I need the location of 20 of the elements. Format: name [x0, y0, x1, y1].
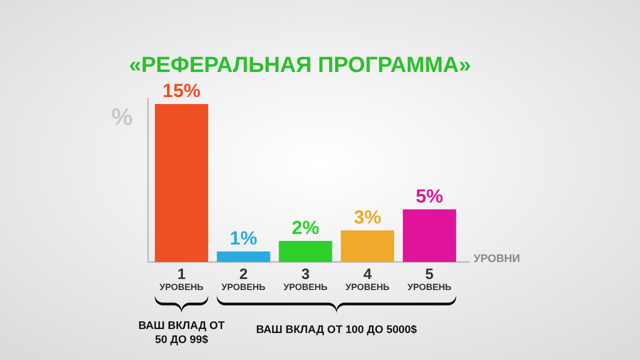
data-label: 2% [292, 218, 320, 239]
data-label: 15% [162, 81, 201, 102]
bar [340, 230, 394, 262]
text: ВАШ ВКЛАД ОТ 100 ДО 5000$ [256, 324, 417, 336]
chart-title: «РЕФЕРАЛЬНАЯ ПРОГРАММА» [128, 52, 472, 77]
x-tick-label: 2 УРОВЕНЬ [222, 266, 266, 292]
bar [278, 240, 332, 262]
x-tick-label: 1 УРОВЕНЬ [160, 266, 204, 292]
y-axis-title: % [111, 104, 133, 131]
bar [402, 209, 456, 262]
data-label: 5% [416, 186, 444, 208]
data-label: 1% [230, 228, 258, 250]
x-axis-title: УРОВНИ [474, 253, 520, 265]
x-tick-label: 4 УРОВЕНЬ [346, 266, 390, 292]
x-tick-label: 3 УРОВЕНЬ [284, 266, 328, 292]
data-label: 3% [354, 207, 382, 228]
x-tick-label: 5 УРОВЕНЬ [408, 266, 452, 292]
bar [154, 104, 208, 262]
bar [216, 251, 270, 262]
text: ВАШ ВКЛАД ОТ 50 ДО 99$ [138, 320, 225, 346]
